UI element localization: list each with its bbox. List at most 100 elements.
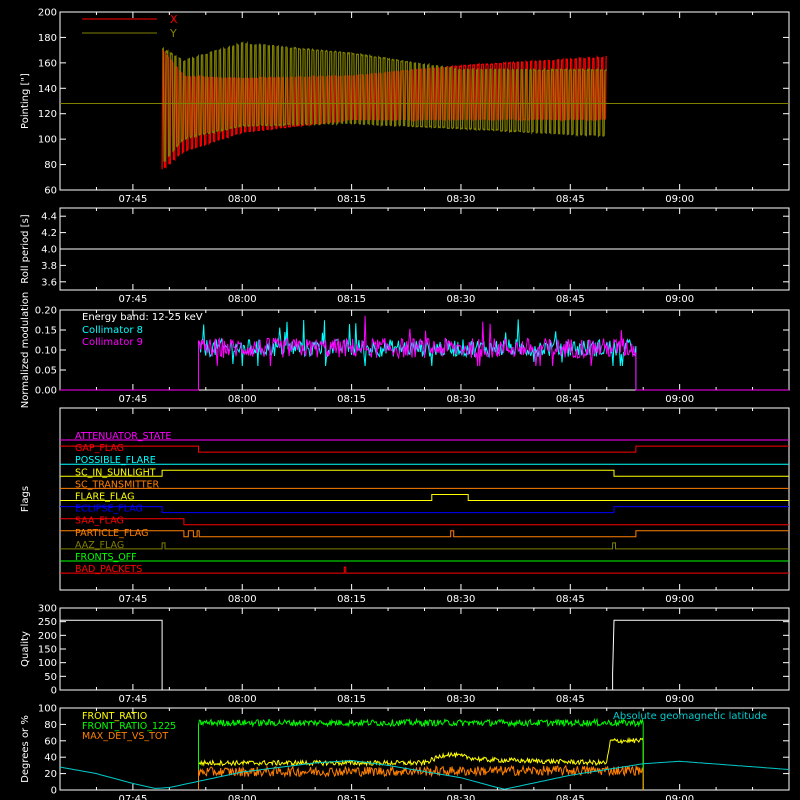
flag-label: FRONTS_OFF [75, 552, 137, 563]
y-tick-label: 100 [38, 658, 57, 669]
flag-label: SC_IN_SUNLIGHT [75, 467, 156, 478]
x-tick-label: 09:00 [665, 794, 694, 800]
x-tick-label: 07:45 [118, 294, 147, 305]
y-tick-label: 150 [38, 645, 57, 656]
x-tick-label: 08:15 [337, 194, 366, 205]
flag-label: GAP_FLAG [75, 443, 124, 454]
y-tick-label: 4.4 [41, 212, 57, 223]
y-tick-label: 0 [51, 786, 57, 797]
flag-line [60, 445, 789, 453]
y-tick-label: 120 [38, 109, 57, 120]
x-tick-label: 08:45 [556, 694, 585, 705]
y-tick-label: 20 [44, 769, 57, 780]
x-tick-label: 07:45 [118, 694, 147, 705]
y-tick-label: 180 [38, 33, 57, 44]
y-tick-label: 50 [44, 672, 57, 683]
legend-label: Collimator 8 [82, 325, 143, 336]
flag-label: SAA_FLAG [75, 516, 124, 527]
ratio-series-line [198, 717, 644, 790]
x-tick-label: 08:30 [447, 794, 476, 800]
x-tick-label: 08:15 [337, 394, 366, 405]
legend-label: Collimator 9 [82, 337, 143, 348]
legend-label-x: X [170, 13, 178, 26]
y-axis-label: Roll period [s] [20, 214, 31, 283]
flag-line [60, 518, 789, 526]
x-tick-label: 08:30 [447, 594, 476, 605]
x-tick-label: 07:45 [118, 394, 147, 405]
x-tick-label: 09:00 [665, 694, 694, 705]
ratio-series-line [198, 737, 644, 790]
pointing-series-y [161, 40, 608, 162]
y-tick-label: 200 [38, 631, 57, 642]
y-tick-label: 4.0 [41, 245, 57, 256]
y-tick-label: 0.20 [35, 306, 57, 317]
x-tick-label: 07:45 [118, 194, 147, 205]
quality-series-line [60, 619, 789, 691]
y-tick-label: 0.05 [35, 366, 57, 377]
x-tick-label: 08:15 [337, 794, 366, 800]
y-tick-label: 3.8 [41, 261, 57, 272]
flag-label: SC_TRANSMITTER [75, 479, 160, 490]
x-tick-label: 07:45 [118, 594, 147, 605]
y-tick-label: 0.00 [35, 386, 57, 397]
y-tick-label: 0 [51, 686, 57, 697]
flag-label: POSSIBLE_FLARE [75, 455, 156, 466]
y-tick-label: 3.6 [41, 277, 57, 288]
energy-band-label: Energy band: 12-25 keV [82, 312, 203, 323]
y-tick-label: 100 [38, 704, 57, 715]
flag-label: PARTICLE_FLAG [75, 528, 148, 539]
legend-label: MAX_DET_VS_TOT [82, 731, 168, 742]
legend-label: FRONT_RATIO_1225 [82, 721, 176, 732]
x-tick-label: 09:00 [665, 194, 694, 205]
y-tick-label: 200 [38, 8, 57, 19]
legend-label: FRONT_RATIO [82, 711, 147, 722]
y-tick-label: 100 [38, 135, 57, 146]
y-axis-label: Quality [20, 631, 31, 667]
flag-line [60, 494, 789, 501]
y-axis-label: Flags [20, 486, 31, 512]
y-tick-label: 60 [44, 736, 57, 747]
x-tick-label: 09:00 [665, 394, 694, 405]
flag-line [60, 469, 789, 477]
legend-label-y: Y [169, 27, 177, 40]
x-tick-label: 08:15 [337, 694, 366, 705]
x-tick-label: 08:45 [556, 294, 585, 305]
ratio-series-line [198, 764, 644, 790]
x-tick-label: 08:00 [228, 194, 257, 205]
x-tick-label: 08:00 [228, 294, 257, 305]
modulation-series-collimator-9 [60, 315, 789, 391]
x-tick-label: 08:15 [337, 594, 366, 605]
x-tick-label: 08:00 [228, 694, 257, 705]
y-axis-label: Pointing ["] [20, 73, 31, 129]
x-tick-label: 09:00 [665, 594, 694, 605]
x-tick-label: 08:30 [447, 194, 476, 205]
y-tick-label: 160 [38, 58, 57, 69]
y-axis-label: Normalized modulation [20, 292, 31, 409]
flag-label: BAD_PACKETS [75, 564, 142, 575]
y-tick-label: 4.2 [41, 228, 57, 239]
flag-line [60, 506, 789, 514]
x-tick-label: 08:30 [447, 394, 476, 405]
flag-label: FLARE_FLAG [75, 492, 135, 503]
x-tick-label: 08:45 [556, 194, 585, 205]
x-tick-label: 08:30 [447, 694, 476, 705]
y-tick-label: 80 [44, 720, 57, 731]
x-tick-label: 09:00 [665, 294, 694, 305]
flag-label: ATTENUATOR_STATE [75, 431, 171, 442]
flag-label: ECLIPSE_FLAG [75, 504, 143, 515]
y-tick-label: 80 [44, 160, 57, 171]
x-tick-label: 08:00 [228, 794, 257, 800]
x-tick-label: 08:15 [337, 294, 366, 305]
flag-line [60, 542, 789, 550]
y-tick-label: 140 [38, 84, 57, 95]
y-tick-label: 40 [44, 753, 57, 764]
geomagnetic-latitude-line [59, 759, 790, 790]
flag-line [60, 566, 789, 574]
x-tick-label: 08:45 [556, 594, 585, 605]
x-tick-label: 07:45 [118, 794, 147, 800]
x-tick-label: 08:00 [228, 594, 257, 605]
y-tick-label: 0.10 [35, 346, 57, 357]
y-tick-label: 60 [44, 186, 57, 197]
flag-line [60, 530, 789, 538]
